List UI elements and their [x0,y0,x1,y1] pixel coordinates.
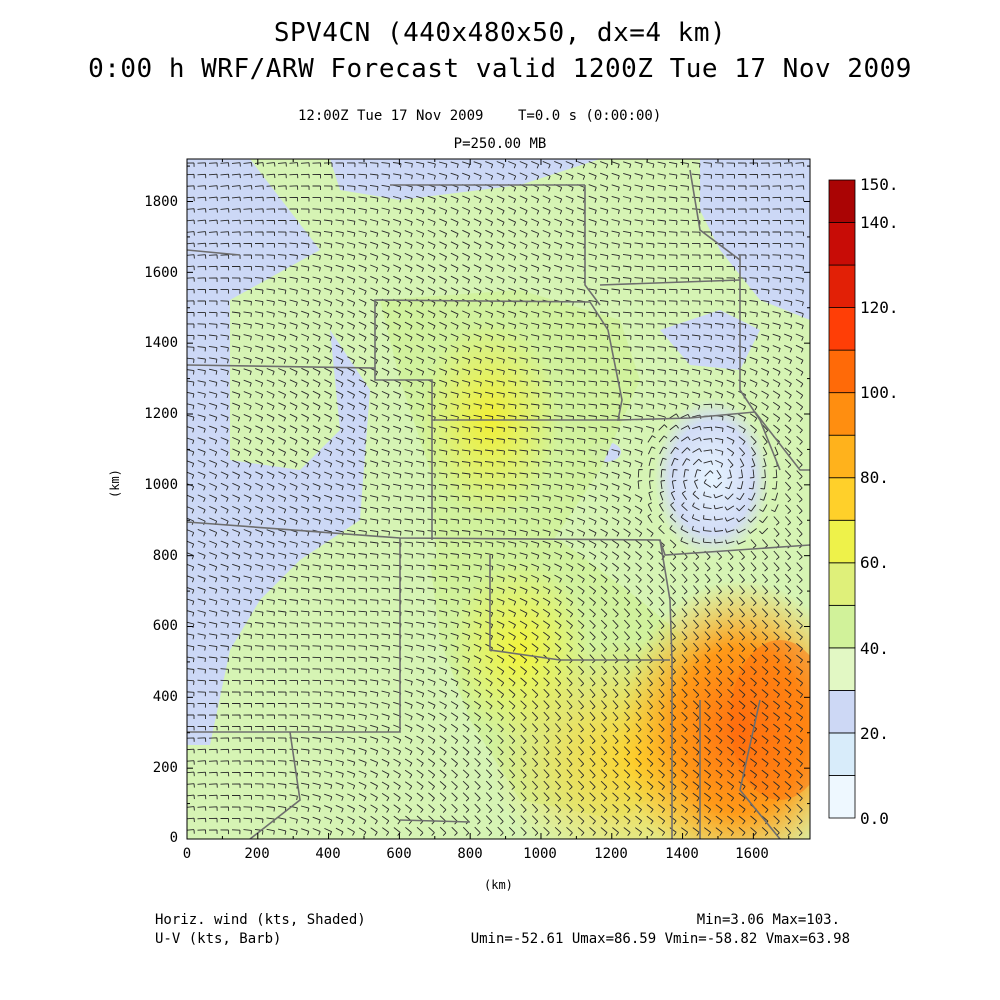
x-tick-label: 1600 [735,846,769,862]
axis-ticks [186,159,810,840]
y-tick-label: 800 [152,548,178,564]
valid-time: 12:00Z Tue 17 Nov 2009 [298,108,484,124]
colorbar-swatch [828,732,856,776]
colorbar-label: 140. [860,213,899,232]
colorbar-label: 20. [860,724,889,743]
x-tick-label: 200 [244,846,270,862]
colorbar-label: 120. [860,298,899,317]
colorbar-swatch [828,690,856,734]
footer-uv-stats: Umin=-52.61 Umax=86.59 Vmin=-58.82 Vmax=… [470,931,850,947]
y-tick-label: 1800 [144,194,178,210]
colorbar-swatch [828,179,856,223]
state-borders [187,169,810,839]
x-tick-label: 400 [315,846,341,862]
footer-min-max: Min=3.06 Max=103. [696,912,840,928]
colorbar-label: 0.0 [860,809,889,828]
x-tick-label: 1200 [594,846,628,862]
pressure-level: P=250.00 MB [453,136,547,152]
y-axis-label: (km) [108,469,122,498]
x-tick-label: 0 [182,846,192,862]
sim-time: T=0.0 s (0:00:00) [518,108,662,124]
colorbar-swatch [828,264,856,309]
colorbar-swatch [828,477,856,521]
wind-barbs [187,160,805,837]
title-line2: 0:00 h WRF/ARW Forecast valid 1200Z Tue … [88,54,912,84]
y-tick-label: 1000 [144,477,178,493]
y-tick-label: 0 [169,830,178,846]
colorbar-label: 60. [860,553,889,572]
colorbar-swatch [828,647,856,691]
y-tick-label: 1200 [144,406,178,422]
y-tick-label: 200 [152,760,178,776]
colorbar-swatch [828,349,856,394]
colorbar-label: 80. [860,468,889,487]
colorbar-swatch [828,775,856,819]
colorbar-swatch [828,604,856,649]
x-tick-label: 800 [457,846,483,862]
y-tick-label: 1400 [144,335,178,351]
footer-shaded-label: Horiz. wind (kts, Shaded) [155,912,366,928]
colorbar-label: 150. [860,175,899,194]
colorbar-swatch [828,392,856,436]
wind-barb-field [187,160,805,837]
colorbar-swatch [828,434,856,479]
colorbar-swatch [828,222,856,266]
colorbar-swatch [828,562,856,606]
colorbar-label: 40. [860,639,889,658]
x-tick-label: 600 [386,846,412,862]
x-tick-label: 1000 [523,846,557,862]
colorbar-swatch [828,307,856,351]
y-tick-label: 400 [152,689,178,705]
x-axis-label: (km) [484,878,513,892]
colorbar [828,179,856,819]
title-line1: SPV4CN (440x480x50, dx=4 km) [273,18,727,48]
y-tick-label: 1600 [144,265,178,281]
colorbar-label: 100. [860,383,899,402]
y-tick-label: 600 [152,618,178,634]
x-tick-label: 1400 [665,846,699,862]
colorbar-swatch [828,519,856,564]
footer-barb-label: U-V (kts, Barb) [155,931,282,947]
plot-frame [186,158,811,840]
